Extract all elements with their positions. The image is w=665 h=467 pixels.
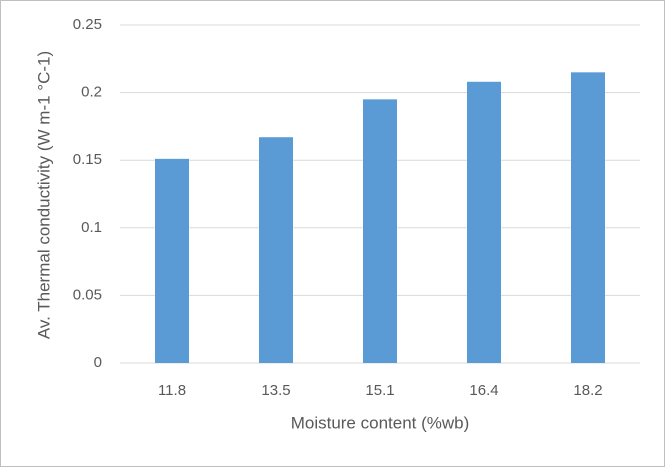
y-axis-label: Av. Thermal conductivity (W m-1 °C-1) <box>34 51 53 339</box>
y-tick-label: 0.2 <box>81 84 102 101</box>
y-tick-label: 0.05 <box>73 286 102 303</box>
bar <box>363 99 397 364</box>
x-tick-label: 11.8 <box>158 382 186 399</box>
x-tick-label: 18.2 <box>573 382 602 399</box>
y-tick-label: 0.25 <box>73 16 102 33</box>
bar <box>259 137 293 363</box>
y-tick-label: 0.15 <box>73 151 102 168</box>
x-tick-label: 16.4 <box>469 382 498 399</box>
bar <box>467 81 501 363</box>
y-tick-label: 0.1 <box>81 219 102 236</box>
x-tick-label: 15.1 <box>365 382 394 399</box>
y-tick-label: 0 <box>94 354 102 371</box>
x-tick-label: 13.5 <box>261 382 290 399</box>
x-axis-label: Moisture content (%wb) <box>291 413 470 432</box>
bar <box>155 158 189 363</box>
bar <box>571 72 605 363</box>
